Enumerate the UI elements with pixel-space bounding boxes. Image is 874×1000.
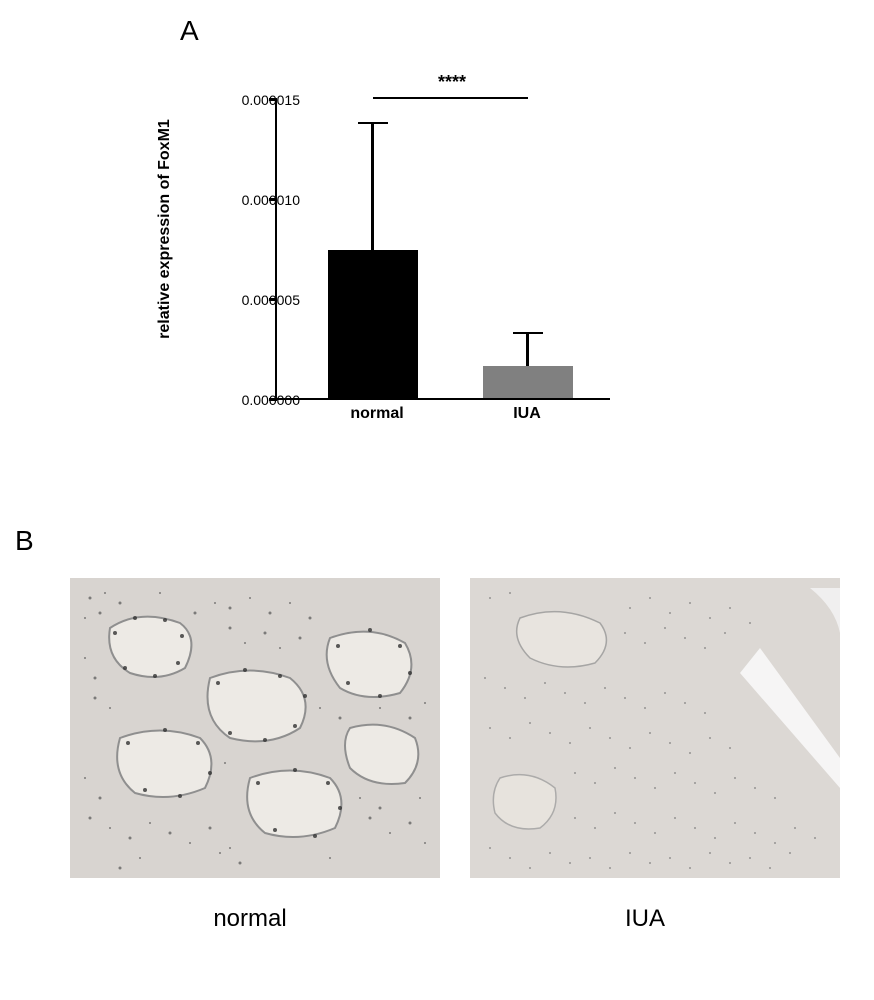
bar-normal xyxy=(328,250,418,398)
y-tick-label: 0.000010 xyxy=(242,192,300,208)
x-label-iua: IUA xyxy=(507,405,547,423)
error-bar-iua-vert xyxy=(526,332,529,366)
image-label-normal: normal xyxy=(190,905,310,933)
tissue-texture-normal xyxy=(70,578,440,878)
tissue-texture-iua xyxy=(470,578,840,878)
error-bar-normal-vert xyxy=(371,122,374,250)
histology-image-iua xyxy=(470,578,840,878)
significance-line xyxy=(373,97,528,99)
panel-a-label: A xyxy=(180,15,199,47)
significance-stars: **** xyxy=(422,72,482,93)
y-axis-title: relative expression of FoxM1 xyxy=(156,119,174,339)
image-label-iua: IUA xyxy=(605,905,685,933)
panel-b-label: B xyxy=(15,525,34,557)
y-tick-label: 0.000005 xyxy=(242,292,300,308)
error-bar-iua-cap xyxy=(513,332,543,335)
images-container xyxy=(70,578,840,878)
histology-image-normal xyxy=(70,578,440,878)
chart-plot: **** normal IUA xyxy=(275,100,610,400)
chart-container: relative expression of FoxM1 **** normal… xyxy=(195,70,645,470)
x-label-normal: normal xyxy=(342,405,412,423)
y-tick-label: 0.000015 xyxy=(242,92,300,108)
y-tick-label: 0.000000 xyxy=(242,392,300,408)
bar-iua xyxy=(483,366,573,398)
error-bar-normal-cap xyxy=(358,122,388,125)
